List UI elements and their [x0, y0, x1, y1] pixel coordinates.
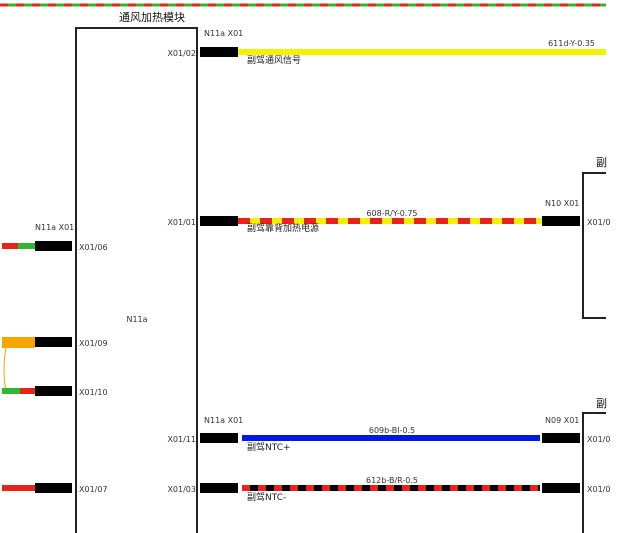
- module-label: N11a: [126, 315, 147, 324]
- connector: [200, 483, 238, 493]
- signal-label: 副驾NTC+: [247, 442, 291, 453]
- device-box: [582, 412, 606, 533]
- pin-label: X01/11: [167, 435, 196, 444]
- connector: [35, 386, 72, 396]
- device-label: 副: [596, 156, 607, 169]
- pin-label: X01/10: [79, 388, 108, 397]
- wire: [3, 347, 7, 392]
- module-box: [75, 27, 198, 533]
- signal-label: 副驾NTC-: [247, 492, 286, 503]
- pin-label: X01/03: [167, 485, 196, 494]
- pin-label: X01/02: [167, 49, 196, 58]
- pin-label: X01/07: [79, 485, 108, 494]
- pin-label: X01/0: [587, 218, 610, 227]
- connector-header: N11a X01: [35, 223, 74, 232]
- wire-label: 609b-Bl-0.5: [369, 426, 415, 435]
- connector: [542, 433, 580, 443]
- connector-header: N10 X01: [545, 199, 579, 208]
- pin-label: X01/0: [587, 435, 610, 444]
- signal-label: 副驾通风信号: [247, 54, 301, 66]
- pin-label: X01/01: [167, 218, 196, 227]
- connector: [200, 433, 238, 443]
- connector: [35, 483, 72, 493]
- connector: [200, 216, 238, 226]
- device-box: [582, 172, 606, 319]
- connector: [200, 47, 238, 57]
- wire: [2, 337, 35, 348]
- signal-label: 副驾靠背加热电源: [247, 222, 319, 234]
- module-title: 通风加热模块: [119, 11, 185, 24]
- wire-label: 612b-B/R-0.5: [366, 476, 418, 485]
- connector-header: N11a X01: [204, 416, 243, 425]
- connector: [35, 241, 72, 251]
- connector: [35, 337, 72, 347]
- wire-label: 611d-Y-0.35: [548, 39, 595, 48]
- connector: [542, 216, 580, 226]
- connector-header: N11a X01: [204, 29, 243, 38]
- pin-label: X01/09: [79, 339, 108, 348]
- device-label: 副: [596, 397, 607, 410]
- pin-label: X01/06: [79, 243, 108, 252]
- connector-header: N09 X01: [545, 416, 579, 425]
- wire-label: 608-R/Y-0.75: [366, 209, 417, 218]
- pin-label: X01/0: [587, 485, 610, 494]
- connector: [542, 483, 580, 493]
